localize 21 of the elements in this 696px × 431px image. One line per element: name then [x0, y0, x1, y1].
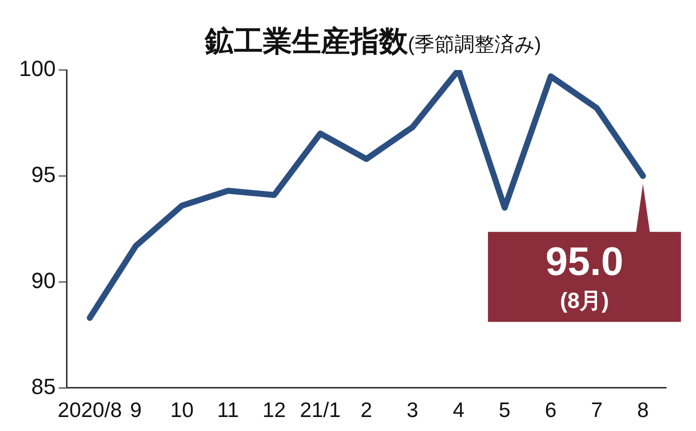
x-tick-label: 4	[452, 399, 465, 422]
y-tick-label: 85	[31, 374, 56, 399]
y-tick-label: 95	[31, 162, 56, 187]
x-tick-label: 21/1	[300, 399, 341, 422]
x-tick-label: 2020/8	[58, 399, 122, 422]
y-tick-label: 100	[18, 56, 56, 82]
x-tick-label: 6	[544, 399, 557, 422]
chart-title: 鉱工業生産指数	[204, 26, 408, 58]
x-tick-label: 12	[262, 399, 286, 422]
x-tick-label: 10	[170, 399, 194, 422]
x-tick-label: 9	[130, 399, 142, 422]
x-tick-label: 3	[406, 399, 418, 422]
x-tick-label: 7	[591, 399, 603, 422]
chart-subtitle: (季節調整済み)	[408, 34, 542, 56]
x-tick-label: 11	[217, 399, 239, 422]
x-tick-label: 5	[498, 399, 510, 422]
x-tick-label: 8	[637, 399, 649, 422]
x-tick-label: 2	[360, 399, 372, 422]
annotation: 95.0	[546, 240, 624, 284]
annotation: (8月)	[560, 288, 609, 313]
y-tick-label: 90	[31, 268, 56, 293]
